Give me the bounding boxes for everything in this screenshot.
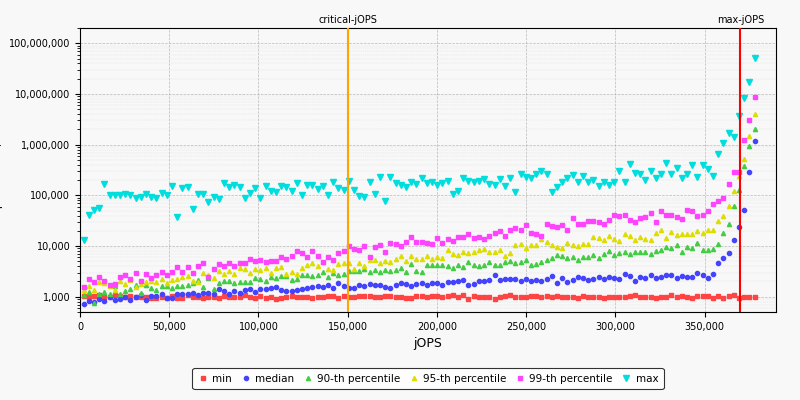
95-th percentile <box>89 288 98 293</box>
median <box>78 302 88 307</box>
99-th percentile <box>558 223 567 228</box>
max <box>558 179 567 184</box>
Line: 90-th percentile: 90-th percentile <box>82 127 757 305</box>
90-th percentile <box>78 293 88 298</box>
Line: max: max <box>81 55 758 243</box>
Legend: min, median, 90-th percentile, 95-th percentile, 99-th percentile, max: min, median, 90-th percentile, 95-th per… <box>193 368 663 389</box>
median <box>558 276 567 280</box>
95-th percentile <box>750 112 759 116</box>
Line: 99-th percentile: 99-th percentile <box>82 95 757 290</box>
median <box>110 298 119 303</box>
max <box>750 55 759 60</box>
90-th percentile <box>433 263 442 268</box>
90-th percentile <box>578 254 588 259</box>
min <box>578 294 588 299</box>
Y-axis label: Response time, usec: Response time, usec <box>0 112 3 228</box>
95-th percentile <box>578 241 588 246</box>
99-th percentile <box>443 237 453 242</box>
Line: 95-th percentile: 95-th percentile <box>82 112 757 292</box>
90-th percentile <box>610 252 619 257</box>
99-th percentile <box>750 94 759 99</box>
min <box>464 297 474 302</box>
99-th percentile <box>110 281 119 286</box>
99-th percentile <box>693 213 702 218</box>
min <box>427 294 437 298</box>
Line: min: min <box>82 292 757 301</box>
Text: max-jOPS: max-jOPS <box>717 15 764 25</box>
max <box>646 169 655 174</box>
max <box>110 192 119 197</box>
median <box>666 272 676 277</box>
99-th percentile <box>646 210 655 215</box>
min <box>365 294 374 298</box>
90-th percentile <box>750 127 759 132</box>
median <box>443 280 453 284</box>
95-th percentile <box>370 258 380 262</box>
max <box>78 238 88 242</box>
90-th percentile <box>89 300 98 305</box>
min <box>666 292 676 297</box>
median <box>750 138 759 143</box>
95-th percentile <box>266 271 276 276</box>
min <box>610 295 619 300</box>
95-th percentile <box>610 236 619 241</box>
95-th percentile <box>433 254 442 259</box>
min <box>261 296 270 300</box>
max <box>693 174 702 179</box>
min <box>750 295 759 300</box>
99-th percentile <box>666 213 676 218</box>
Line: median: median <box>82 139 757 306</box>
90-th percentile <box>370 268 380 272</box>
X-axis label: jOPS: jOPS <box>414 337 442 350</box>
median <box>693 270 702 275</box>
95-th percentile <box>526 243 536 248</box>
90-th percentile <box>526 262 536 267</box>
Text: critical-jOPS: critical-jOPS <box>318 15 377 25</box>
99-th percentile <box>78 285 88 290</box>
median <box>646 273 655 278</box>
min <box>78 294 88 299</box>
max <box>443 178 453 183</box>
min <box>526 294 536 298</box>
90-th percentile <box>266 274 276 279</box>
max <box>666 172 676 177</box>
95-th percentile <box>78 288 88 292</box>
